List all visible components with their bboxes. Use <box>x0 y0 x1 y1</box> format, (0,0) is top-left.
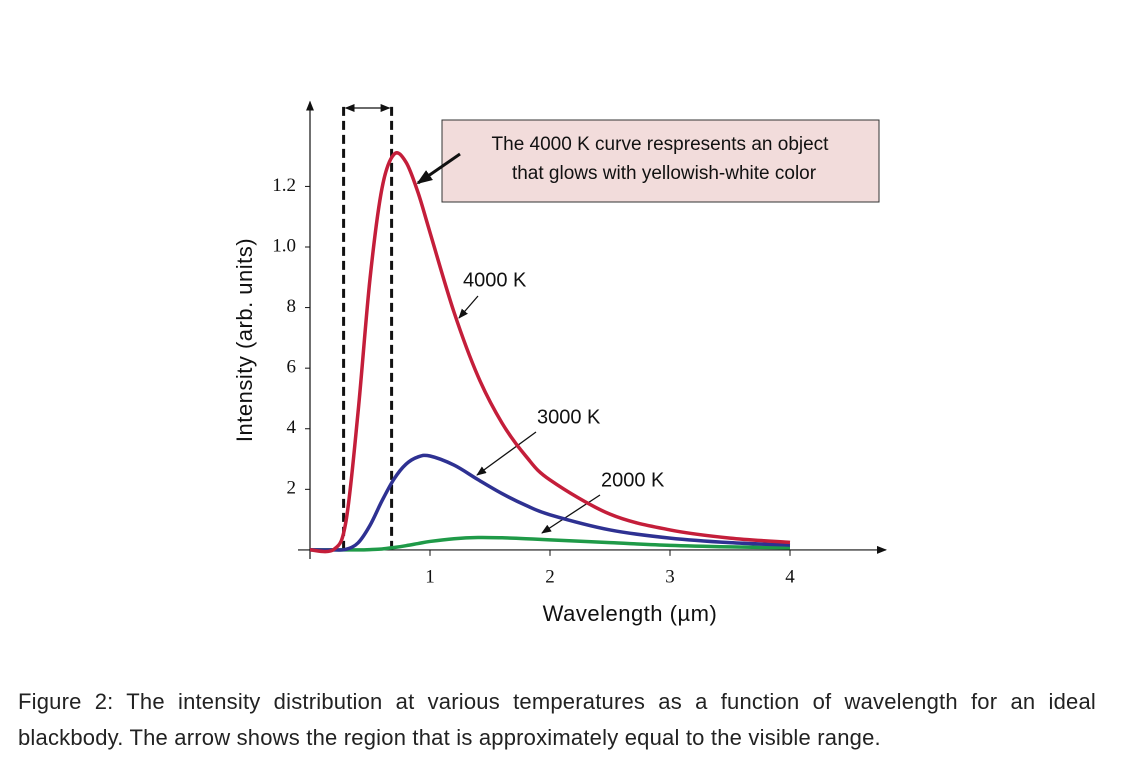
line-series <box>309 453 791 552</box>
chart: Wavelength (µm) Intensity (arb. units) T… <box>232 100 887 626</box>
caption: Figure 2: The intensity distribution at … <box>18 689 1096 750</box>
x-tick-label: 4 <box>785 566 795 587</box>
series-label: 3000 K <box>537 406 601 428</box>
y-tick-label: 8 <box>287 296 297 317</box>
label-arrow <box>541 494 601 534</box>
y-tick-label: 6 <box>287 357 297 378</box>
series-label: 4000 K <box>463 269 527 291</box>
annotation-line: The 4000 K curve respresents an object <box>492 134 830 155</box>
annotation-box <box>441 119 880 203</box>
y-axis-title: Intensity (arb. units) <box>232 238 257 442</box>
annotation-arrow <box>416 152 461 185</box>
y-tick-label: 4 <box>287 417 297 438</box>
x-axis-title: Wavelength (µm) <box>543 601 718 626</box>
series-label: 2000 K <box>601 469 665 491</box>
label-arrow <box>476 431 537 476</box>
label-arrow <box>458 295 479 319</box>
x-tick-label: 3 <box>665 566 675 587</box>
annotation-line: that glows with yellowish-white color <box>512 163 817 184</box>
y-tick-label: 2 <box>287 478 297 499</box>
y-tick-label: 1.0 <box>272 235 296 256</box>
x-tick-label: 1 <box>425 566 435 587</box>
y-tick-label: 1.2 <box>272 175 296 196</box>
line-series <box>309 151 791 554</box>
line-series <box>310 535 791 552</box>
x-tick-label: 2 <box>545 566 555 587</box>
